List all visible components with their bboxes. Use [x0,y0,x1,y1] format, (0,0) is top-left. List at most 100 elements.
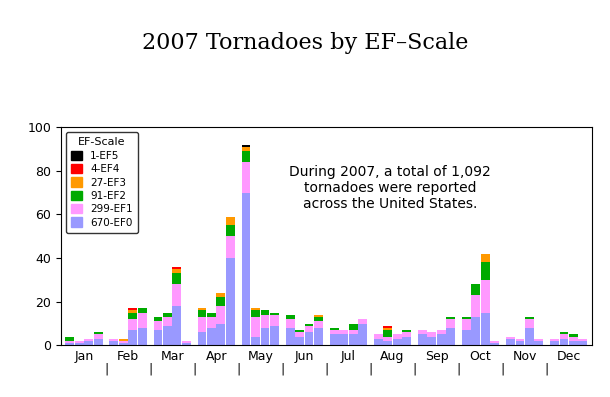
Bar [173,267,181,269]
Bar [198,308,206,310]
Bar [242,193,251,345]
Bar [462,319,471,330]
Bar [374,339,382,345]
Bar [550,341,559,345]
Bar [217,324,225,345]
Bar [173,306,181,345]
Bar [304,326,314,332]
Bar [481,313,490,345]
Bar [525,328,534,345]
Bar [569,337,578,341]
Bar [490,341,499,343]
Bar [251,337,260,345]
Bar [314,317,323,322]
Bar [569,341,578,345]
Text: |: | [456,363,461,376]
Bar [109,339,118,341]
Bar [437,330,446,334]
Bar [358,324,367,345]
Bar [559,334,569,339]
Bar [128,330,137,345]
Text: |: | [236,363,240,376]
Bar [428,337,436,345]
Bar [207,313,216,317]
Bar [525,319,534,328]
Bar [154,317,162,322]
Bar [217,306,225,324]
Bar [128,319,137,330]
Bar [94,332,102,334]
Bar [198,310,206,317]
Bar [330,334,339,345]
Text: |: | [104,363,108,376]
Bar [207,328,216,345]
Bar [242,146,251,151]
Bar [217,297,225,306]
Bar [207,317,216,328]
Legend: 1-EF5, 4-EF4, 27-EF3, 91-EF2, 299-EF1, 670-EF0: 1-EF5, 4-EF4, 27-EF3, 91-EF2, 299-EF1, 6… [66,132,138,233]
Bar [349,324,357,330]
Text: |: | [325,363,328,376]
Bar [154,330,162,345]
Text: |: | [192,363,196,376]
Bar [295,332,304,337]
Bar [217,293,225,297]
Bar [138,328,146,345]
Bar [260,310,270,315]
Bar [242,151,251,162]
Bar [242,162,251,193]
Bar [515,341,525,345]
Bar [163,313,172,317]
Bar [447,317,455,319]
Bar [65,341,74,343]
Bar [534,341,544,345]
Bar [128,308,137,310]
Bar [182,341,191,343]
Text: |: | [280,363,284,376]
Bar [75,341,84,343]
Bar [506,339,515,345]
Bar [383,330,392,337]
Bar [481,254,490,262]
Bar [418,334,427,345]
Bar [251,308,260,310]
Bar [349,330,357,334]
Bar [481,262,490,280]
Bar [109,341,118,345]
Bar [260,315,270,328]
Bar [402,337,411,345]
Bar [383,328,392,330]
Bar [314,322,323,328]
Bar [383,337,392,341]
Bar [138,313,146,328]
Bar [534,339,544,341]
Bar [242,145,251,146]
Bar [418,330,427,334]
Bar [330,330,339,334]
Bar [462,317,471,319]
Bar [270,326,279,345]
Bar [525,317,534,319]
Bar [462,330,471,345]
Bar [251,310,260,317]
Bar [383,341,392,345]
Bar [304,332,314,345]
Bar [437,334,446,345]
Text: |: | [148,363,152,376]
Bar [65,337,74,341]
Bar [447,319,455,328]
Text: |: | [368,363,373,376]
Bar [295,337,304,345]
Bar [285,319,295,328]
Bar [358,319,367,324]
Bar [374,334,382,339]
Text: |: | [500,363,504,376]
Bar [314,315,323,317]
Bar [383,326,392,328]
Bar [251,317,260,337]
Bar [163,326,172,345]
Bar [198,332,206,345]
Bar [330,328,339,330]
Bar [226,225,235,236]
Bar [173,273,181,284]
